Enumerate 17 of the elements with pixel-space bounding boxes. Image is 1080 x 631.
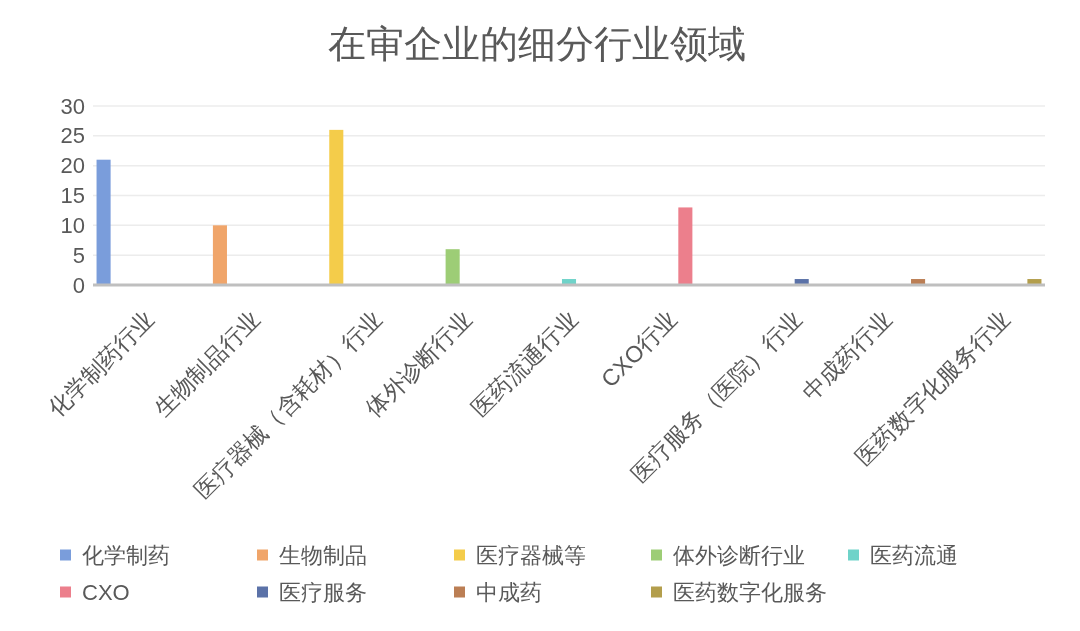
legend-label: 医药流通 xyxy=(870,542,958,568)
legend-label: 医药数字化服务 xyxy=(673,579,827,605)
legend-label: 中成药 xyxy=(476,579,542,605)
y-tick: 25 xyxy=(60,123,85,149)
y-tick: 0 xyxy=(72,272,85,298)
legend-label: CXO xyxy=(82,579,130,605)
y-tick: 15 xyxy=(60,183,85,208)
y-tick: 20 xyxy=(60,153,85,179)
legend-label: 生物制品 xyxy=(279,542,367,568)
legend-label: 医疗服务 xyxy=(279,579,367,605)
y-tick: 30 xyxy=(60,93,85,119)
legend-label: 化学制药 xyxy=(82,542,170,568)
y-tick: 10 xyxy=(60,212,85,238)
legend-label: 医疗器械等 xyxy=(476,542,586,568)
legend-label: 体外诊断行业 xyxy=(673,542,805,568)
title: 在审企业的细分行业领域 xyxy=(328,23,746,66)
y-tick: 5 xyxy=(72,242,85,268)
